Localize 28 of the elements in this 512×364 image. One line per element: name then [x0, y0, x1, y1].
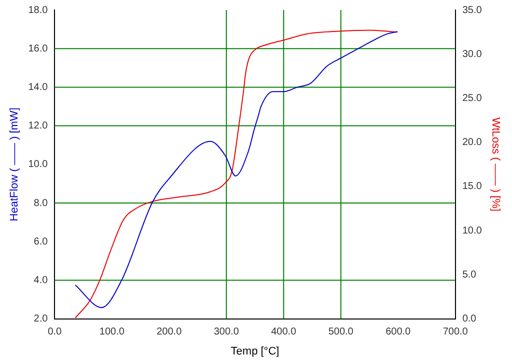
y2-tick-label: 5.0	[462, 269, 477, 280]
y-axis-title: HeatFlow ( —— ) [mW]	[8, 108, 21, 222]
x-tick-label: 400.0	[271, 326, 297, 338]
y2-tick-label: 10.0	[462, 225, 482, 236]
y-tick-label: 6.0	[34, 236, 48, 248]
y-tick-label: 12.0	[28, 120, 48, 132]
y-tick-label: 8.0	[34, 198, 48, 209]
y2-tick-label: 25.0	[462, 92, 482, 104]
y2-tick-label: 30.0	[462, 48, 482, 60]
y2-tick-label: 35.0	[462, 4, 482, 16]
y2-tick-label: 15.0	[462, 181, 482, 192]
x-tick-label: 100.0	[99, 326, 125, 338]
x-tick-label: 700.0	[442, 326, 468, 338]
x-tick-label: 300.0	[214, 326, 240, 338]
y-tick-label: 2.0	[34, 314, 48, 325]
y2-tick-label: 0.0	[462, 314, 477, 325]
x-axis-title: Temp [°C]	[230, 345, 280, 358]
y-tick-label: 18.0	[28, 4, 48, 16]
y-tick-label: 16.0	[28, 43, 48, 54]
y-tick-label: 14.0	[28, 82, 48, 93]
x-tick-label: 200.0	[156, 326, 182, 338]
y-tick-label: 4.0	[34, 274, 48, 286]
x-tick-label: 600.0	[386, 326, 412, 338]
y2-tick-label: 20.0	[462, 137, 482, 148]
y2-axis-title: WtLoss ( —— ) [%]	[489, 117, 502, 212]
x-tick-label: 0.0	[48, 326, 62, 338]
y-tick-label: 10.0	[28, 159, 48, 170]
x-tick-label: 500.0	[328, 326, 354, 338]
